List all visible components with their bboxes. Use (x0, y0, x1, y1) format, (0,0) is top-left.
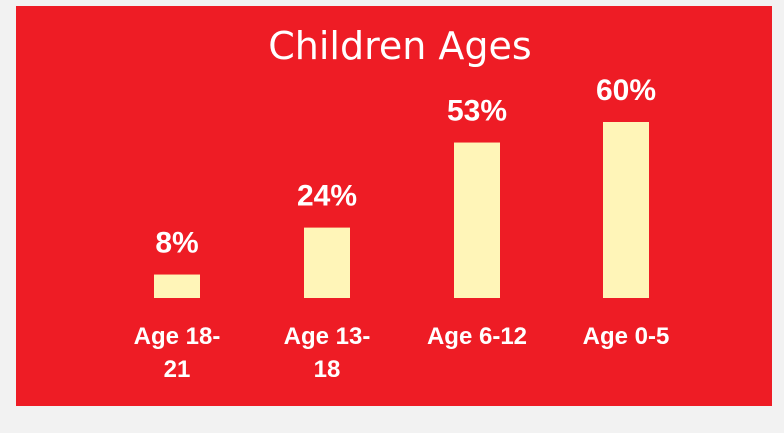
category-label-1-line-1: 18 (314, 356, 341, 383)
category-label-2: Age 6-12 (427, 323, 527, 350)
value-label-2: 53% (447, 95, 507, 128)
category-label-3: Age 0-5 (583, 323, 670, 350)
category-label-1-line-0: Age 13- (284, 323, 371, 350)
value-label-3: 60% (596, 74, 656, 107)
value-label-0: 8% (155, 227, 198, 260)
bar-1 (304, 227, 350, 298)
bar-3 (603, 122, 649, 298)
value-label-1: 24% (297, 180, 357, 213)
category-label-0-line-0: Age 18- (134, 323, 221, 350)
bar-0 (154, 274, 200, 298)
bar-2 (454, 142, 500, 298)
chart-title: Children Ages (268, 24, 532, 68)
category-label-0-line-1: 21 (164, 356, 191, 383)
